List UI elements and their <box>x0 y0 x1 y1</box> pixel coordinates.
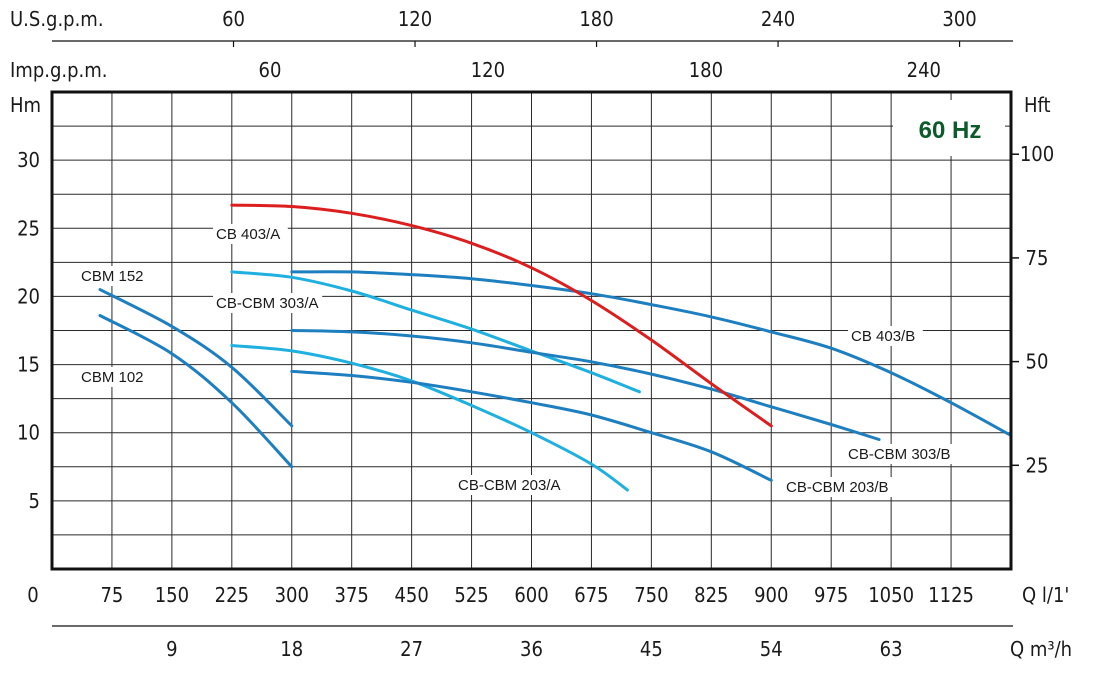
tick-q-lmin: 600 <box>514 583 548 607</box>
curve-cb-cbm-303-a <box>230 270 641 394</box>
tick-usgpm: 180 <box>579 7 613 31</box>
curve-label-bg <box>78 367 145 387</box>
curve-label-cb-403-a: CB 403/A <box>216 226 280 243</box>
tick-q-lmin: 150 <box>155 583 189 607</box>
q-lmin-axis-label: Q l/1' <box>1022 583 1069 607</box>
tick-q-m3h: 18 <box>280 637 303 661</box>
curve-label-bg <box>455 475 565 495</box>
tick-hm: 30 <box>17 148 40 172</box>
curve-cbm-152 <box>98 288 294 428</box>
axis-units: U.S.g.p.m. Imp.g.p.m. Hm Hft Q l/1' Q m³/h <box>10 7 1072 661</box>
plot-border <box>50 90 1013 571</box>
tick-impgpm: 120 <box>471 58 505 82</box>
tick-q-m3h: 45 <box>640 637 663 661</box>
tick-q-lmin: 75 <box>100 583 123 607</box>
tick-q-lmin: 675 <box>574 583 608 607</box>
tick-hft: 100 <box>1020 142 1054 166</box>
curve-label-bg <box>845 444 955 464</box>
tick-usgpm: 240 <box>761 7 795 31</box>
tick-hft: 75 <box>1026 246 1049 270</box>
tick-hm: 15 <box>17 353 40 377</box>
curve-label-cbm-152: CBM 152 <box>81 268 144 285</box>
curve-cbm-102 <box>98 314 294 469</box>
curve-label-bg <box>213 224 288 244</box>
tick-q-lmin: 300 <box>275 583 309 607</box>
frequency-label: 60 Hz <box>919 117 982 144</box>
curve-labels: CB 403/A CBM 152 CB-CBM 303/A CBM 102 CB 403… <box>78 224 955 497</box>
q-m3h-axis-label: Q m³/h <box>1010 637 1072 661</box>
curve-label-bg <box>848 326 923 346</box>
curve-label-bg <box>783 477 893 497</box>
tick-hm: 25 <box>17 216 40 240</box>
impgpm-label: Imp.g.p.m. <box>10 58 108 82</box>
tick-usgpm: 60 <box>222 7 245 31</box>
tick-impgpm: 180 <box>689 58 723 82</box>
tick-impgpm: 240 <box>907 58 941 82</box>
tick-q-lmin: 0 <box>27 583 38 607</box>
tick-q-lmin: 1050 <box>868 583 914 607</box>
tick-hft: 25 <box>1026 453 1049 477</box>
curve-cb-403-b <box>290 270 1013 437</box>
curves-layer <box>98 203 1013 492</box>
tick-q-lmin: 750 <box>634 583 668 607</box>
curve-label-cb-cbm-303-a: CB-CBM 303/A <box>216 295 319 312</box>
tick-q-m3h: 27 <box>400 637 423 661</box>
tick-q-lmin: 225 <box>215 583 249 607</box>
tick-impgpm: 60 <box>259 58 282 82</box>
frequency-badge-bg <box>893 100 1005 156</box>
tick-q-lmin: 900 <box>754 583 788 607</box>
hft-axis-label: Hft <box>1024 93 1051 117</box>
tick-q-m3h: 36 <box>520 637 543 661</box>
tick-q-lmin: 375 <box>335 583 369 607</box>
curve-label-cbm-102: CBM 102 <box>81 369 144 386</box>
curve-cb-cbm-203-a <box>230 344 629 492</box>
tick-usgpm: 120 <box>398 7 432 31</box>
chart-frame <box>50 40 1013 627</box>
usgpm-label: U.S.g.p.m. <box>10 7 104 31</box>
curve-cb-cbm-203-b <box>290 369 773 482</box>
tick-q-lmin: 825 <box>694 583 728 607</box>
curve-label-cb-cbm-203-a: CB-CBM 203/A <box>458 477 561 494</box>
tick-q-m3h: 63 <box>880 637 903 661</box>
curve-label-bg <box>78 266 145 286</box>
curve-cb-403-a <box>230 203 773 428</box>
hm-axis-label: Hm <box>10 93 41 117</box>
tick-hft: 50 <box>1026 350 1049 374</box>
tick-q-lmin: 450 <box>394 583 428 607</box>
tick-q-lmin: 975 <box>814 583 848 607</box>
curve-label-cb-cbm-303-b: CB-CBM 303/B <box>848 446 951 463</box>
tick-q-lmin: 1125 <box>928 583 974 607</box>
tick-hm: 10 <box>17 421 40 445</box>
curve-label-bg <box>213 293 323 313</box>
frequency-badge: 60 Hz <box>893 100 1005 156</box>
curve-label-cb-403-b: CB 403/B <box>851 328 915 345</box>
tick-q-lmin: 525 <box>454 583 488 607</box>
tick-q-m3h: 54 <box>760 637 783 661</box>
curve-cb-cbm-303-b <box>290 329 881 441</box>
tick-q-m3h: 9 <box>166 637 177 661</box>
curve-label-cb-cbm-203-b: CB-CBM 203/B <box>786 479 889 496</box>
tick-labels: 0 75 150 225 300 375 450 525 600 675 750 825 900 975 1… <box>17 7 1054 661</box>
tick-hm: 5 <box>29 489 40 513</box>
tick-usgpm: 300 <box>942 7 976 31</box>
tick-hm: 20 <box>17 284 40 308</box>
